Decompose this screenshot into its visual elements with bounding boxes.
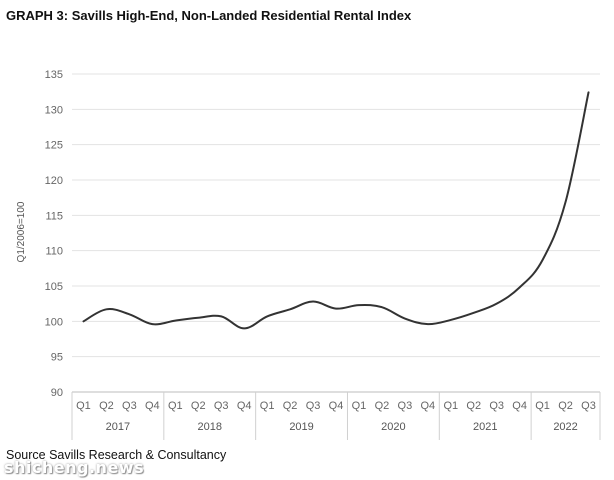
x-tick-label: Q4 (329, 400, 344, 412)
y-tick-label: 95 (51, 352, 63, 364)
x-tick-label: Q3 (214, 400, 229, 412)
x-tick-label: Q1 (76, 400, 91, 412)
x-tick-label: Q4 (237, 400, 252, 412)
y-tick-label: 110 (45, 246, 63, 258)
x-tick-label: Q2 (283, 400, 298, 412)
year-label: 2022 (553, 421, 577, 433)
x-tick-label: Q2 (375, 400, 390, 412)
x-axis: Q1 Q2 Q3 Q4 Q1 Q2 Q3 Q4 Q1 Q2 Q3 Q4 Q1 Q2 Q3 Q4 Q1 Q2 Q3 Q4… (71, 391, 601, 440)
x-tick-label: Q3 (581, 400, 596, 412)
x-tick-label: Q3 (489, 400, 504, 412)
x-tick-label: Q3 (122, 400, 137, 412)
y-tick-label: 105 (45, 281, 63, 293)
year-label: 2020 (381, 421, 405, 433)
y-tick-label: 135 (45, 69, 63, 81)
x-tick-label: Q1 (352, 400, 367, 412)
y-tick-label: 115 (45, 210, 63, 222)
series-line (82, 91, 590, 330)
x-tick-label: Q1 (168, 400, 183, 412)
year-label: 2019 (289, 421, 313, 433)
x-tick-label: Q4 (420, 400, 435, 412)
gridlines (72, 73, 600, 393)
year-label: 2021 (473, 421, 497, 433)
x-tick-label: Q1 (260, 400, 275, 412)
year-label: 2018 (197, 421, 221, 433)
y-axis: 90 95 100 105 110 115 120 125 130 135 (45, 69, 63, 399)
watermark: shicheng.news (4, 458, 145, 477)
y-tick-label: 130 (45, 104, 63, 116)
y-tick-label: 120 (45, 175, 63, 187)
y-tick-label: 90 (51, 387, 63, 399)
x-tick-label: Q2 (466, 400, 481, 412)
x-tick-label: Q4 (145, 400, 160, 412)
x-tick-label: Q3 (306, 400, 321, 412)
x-tick-label: Q2 (99, 400, 114, 412)
x-tick-label: Q4 (512, 400, 527, 412)
source-note: Source Savills Research & Consultancy (6, 448, 227, 462)
chart-title: GRAPH 3: Savills High-End, Non-Landed Re… (6, 8, 412, 23)
y-tick-label: 125 (45, 140, 63, 152)
y-axis-label: Q1/2006=100 (16, 201, 27, 262)
x-tick-label: Q1 (535, 400, 550, 412)
series-line-layer (82, 91, 590, 330)
x-tick-label: Q3 (398, 400, 413, 412)
year-label: 2017 (106, 421, 130, 433)
x-tick-label: Q2 (558, 400, 573, 412)
x-tick-label: Q2 (191, 400, 206, 412)
x-tick-label: Q1 (443, 400, 458, 412)
y-tick-label: 100 (45, 316, 63, 328)
